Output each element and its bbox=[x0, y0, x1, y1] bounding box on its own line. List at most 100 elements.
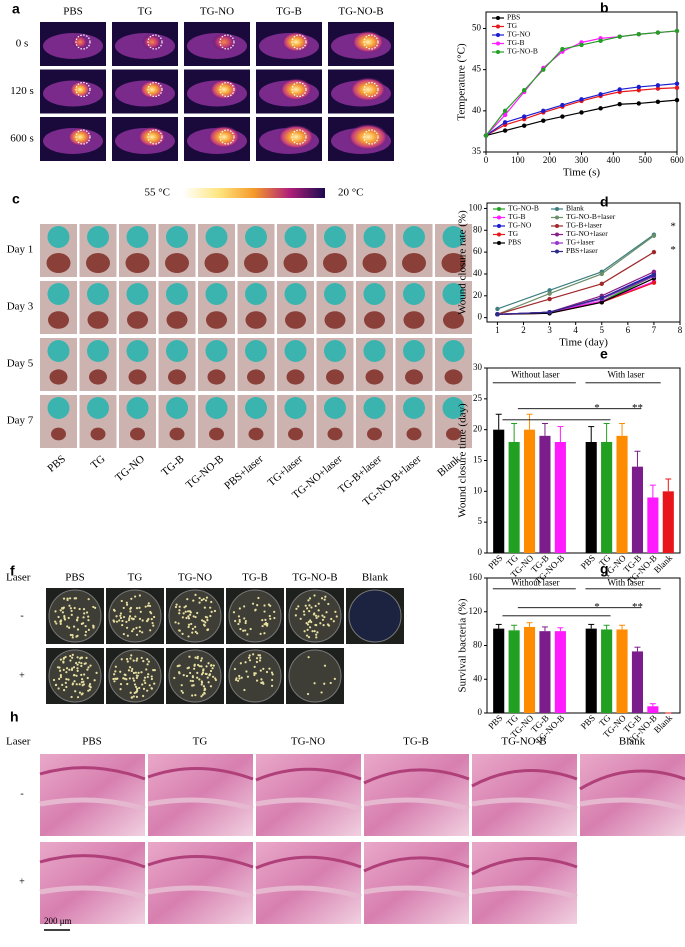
colony bbox=[58, 677, 61, 680]
wound bbox=[87, 311, 109, 329]
colony bbox=[181, 632, 184, 635]
tissue-edge bbox=[363, 768, 470, 785]
wound bbox=[406, 427, 422, 441]
dressing bbox=[284, 340, 307, 362]
colony bbox=[119, 682, 123, 686]
column-label: PBS+laser bbox=[222, 453, 266, 492]
tissue-edge bbox=[471, 857, 578, 876]
colony bbox=[125, 603, 129, 606]
colony bbox=[122, 606, 125, 610]
colony bbox=[131, 630, 134, 633]
wound-photo bbox=[40, 281, 77, 334]
colony bbox=[191, 631, 194, 634]
colony bbox=[65, 671, 68, 674]
colony bbox=[190, 622, 193, 626]
dotted-circle bbox=[363, 81, 379, 98]
column-label: TG-NO bbox=[291, 736, 325, 748]
wound-photo bbox=[79, 224, 117, 277]
colony bbox=[69, 659, 72, 662]
wound bbox=[204, 253, 229, 273]
colony bbox=[260, 678, 263, 681]
dressing bbox=[87, 397, 109, 419]
data-point bbox=[560, 46, 565, 52]
colony bbox=[69, 597, 72, 600]
data-point bbox=[651, 249, 657, 255]
colony bbox=[206, 619, 209, 622]
panel-label: b bbox=[600, 0, 609, 16]
colony bbox=[80, 681, 83, 684]
colony bbox=[187, 615, 190, 618]
x-tick-label: 4 bbox=[573, 325, 578, 335]
y-tick-label: 35 bbox=[472, 146, 482, 156]
x-tick-label: 6 bbox=[626, 325, 631, 335]
colony bbox=[314, 604, 317, 608]
heat-spot bbox=[72, 35, 88, 49]
colony bbox=[146, 689, 149, 692]
colony bbox=[263, 632, 266, 635]
series-line bbox=[497, 234, 655, 310]
dotted-circle bbox=[147, 129, 163, 145]
data-point bbox=[579, 42, 584, 48]
data-point bbox=[655, 83, 661, 88]
data-point bbox=[651, 269, 657, 274]
legend-label: TG-NO bbox=[507, 30, 531, 39]
colony bbox=[55, 622, 58, 625]
colony bbox=[76, 669, 79, 672]
wound-photo bbox=[435, 281, 472, 334]
x-tick-label: PBS bbox=[486, 713, 504, 731]
colony bbox=[209, 669, 213, 673]
wound-photo bbox=[435, 224, 472, 277]
bar bbox=[601, 629, 613, 713]
wound bbox=[288, 427, 303, 441]
column-label: Blank bbox=[362, 572, 389, 584]
plate bbox=[346, 588, 404, 644]
bar bbox=[554, 631, 566, 713]
wound bbox=[51, 427, 66, 441]
colony bbox=[93, 606, 97, 610]
heat-spot bbox=[142, 34, 162, 50]
colony bbox=[194, 615, 197, 619]
colony bbox=[133, 691, 136, 695]
wound-photo bbox=[237, 281, 275, 334]
wound bbox=[364, 311, 385, 329]
colony bbox=[187, 610, 190, 613]
colony bbox=[76, 656, 79, 659]
colony bbox=[66, 625, 69, 628]
colony bbox=[129, 691, 132, 694]
wound-photo bbox=[277, 338, 314, 391]
colony bbox=[138, 617, 142, 620]
colony bbox=[200, 681, 204, 684]
bar bbox=[631, 466, 644, 553]
bar bbox=[493, 628, 505, 713]
colony bbox=[58, 666, 61, 669]
dotted-circle bbox=[219, 81, 235, 98]
wound-photo bbox=[395, 338, 433, 391]
colony bbox=[210, 600, 213, 604]
dish bbox=[168, 589, 222, 643]
colony bbox=[64, 655, 67, 659]
colony bbox=[187, 623, 191, 626]
colony bbox=[143, 679, 146, 682]
annotation: * bbox=[670, 220, 676, 232]
colony bbox=[84, 630, 88, 633]
heat-spot bbox=[280, 78, 312, 101]
colony bbox=[248, 659, 252, 662]
colony bbox=[265, 670, 269, 674]
dish bbox=[48, 589, 102, 643]
x-tick-label: 300 bbox=[575, 155, 589, 165]
colony bbox=[303, 630, 306, 633]
column-label: PBS bbox=[82, 736, 102, 748]
colony bbox=[307, 620, 310, 623]
wound-photo bbox=[198, 224, 235, 277]
colony bbox=[320, 597, 324, 600]
colony bbox=[146, 658, 149, 661]
wound-photo bbox=[435, 395, 472, 448]
dotted-circle bbox=[363, 129, 379, 145]
tissue bbox=[256, 842, 361, 924]
colony bbox=[304, 604, 307, 607]
colony bbox=[78, 661, 81, 664]
colony bbox=[238, 618, 241, 622]
x-tick-label: Blank bbox=[652, 712, 675, 735]
colony bbox=[187, 666, 190, 669]
colony bbox=[316, 631, 319, 634]
